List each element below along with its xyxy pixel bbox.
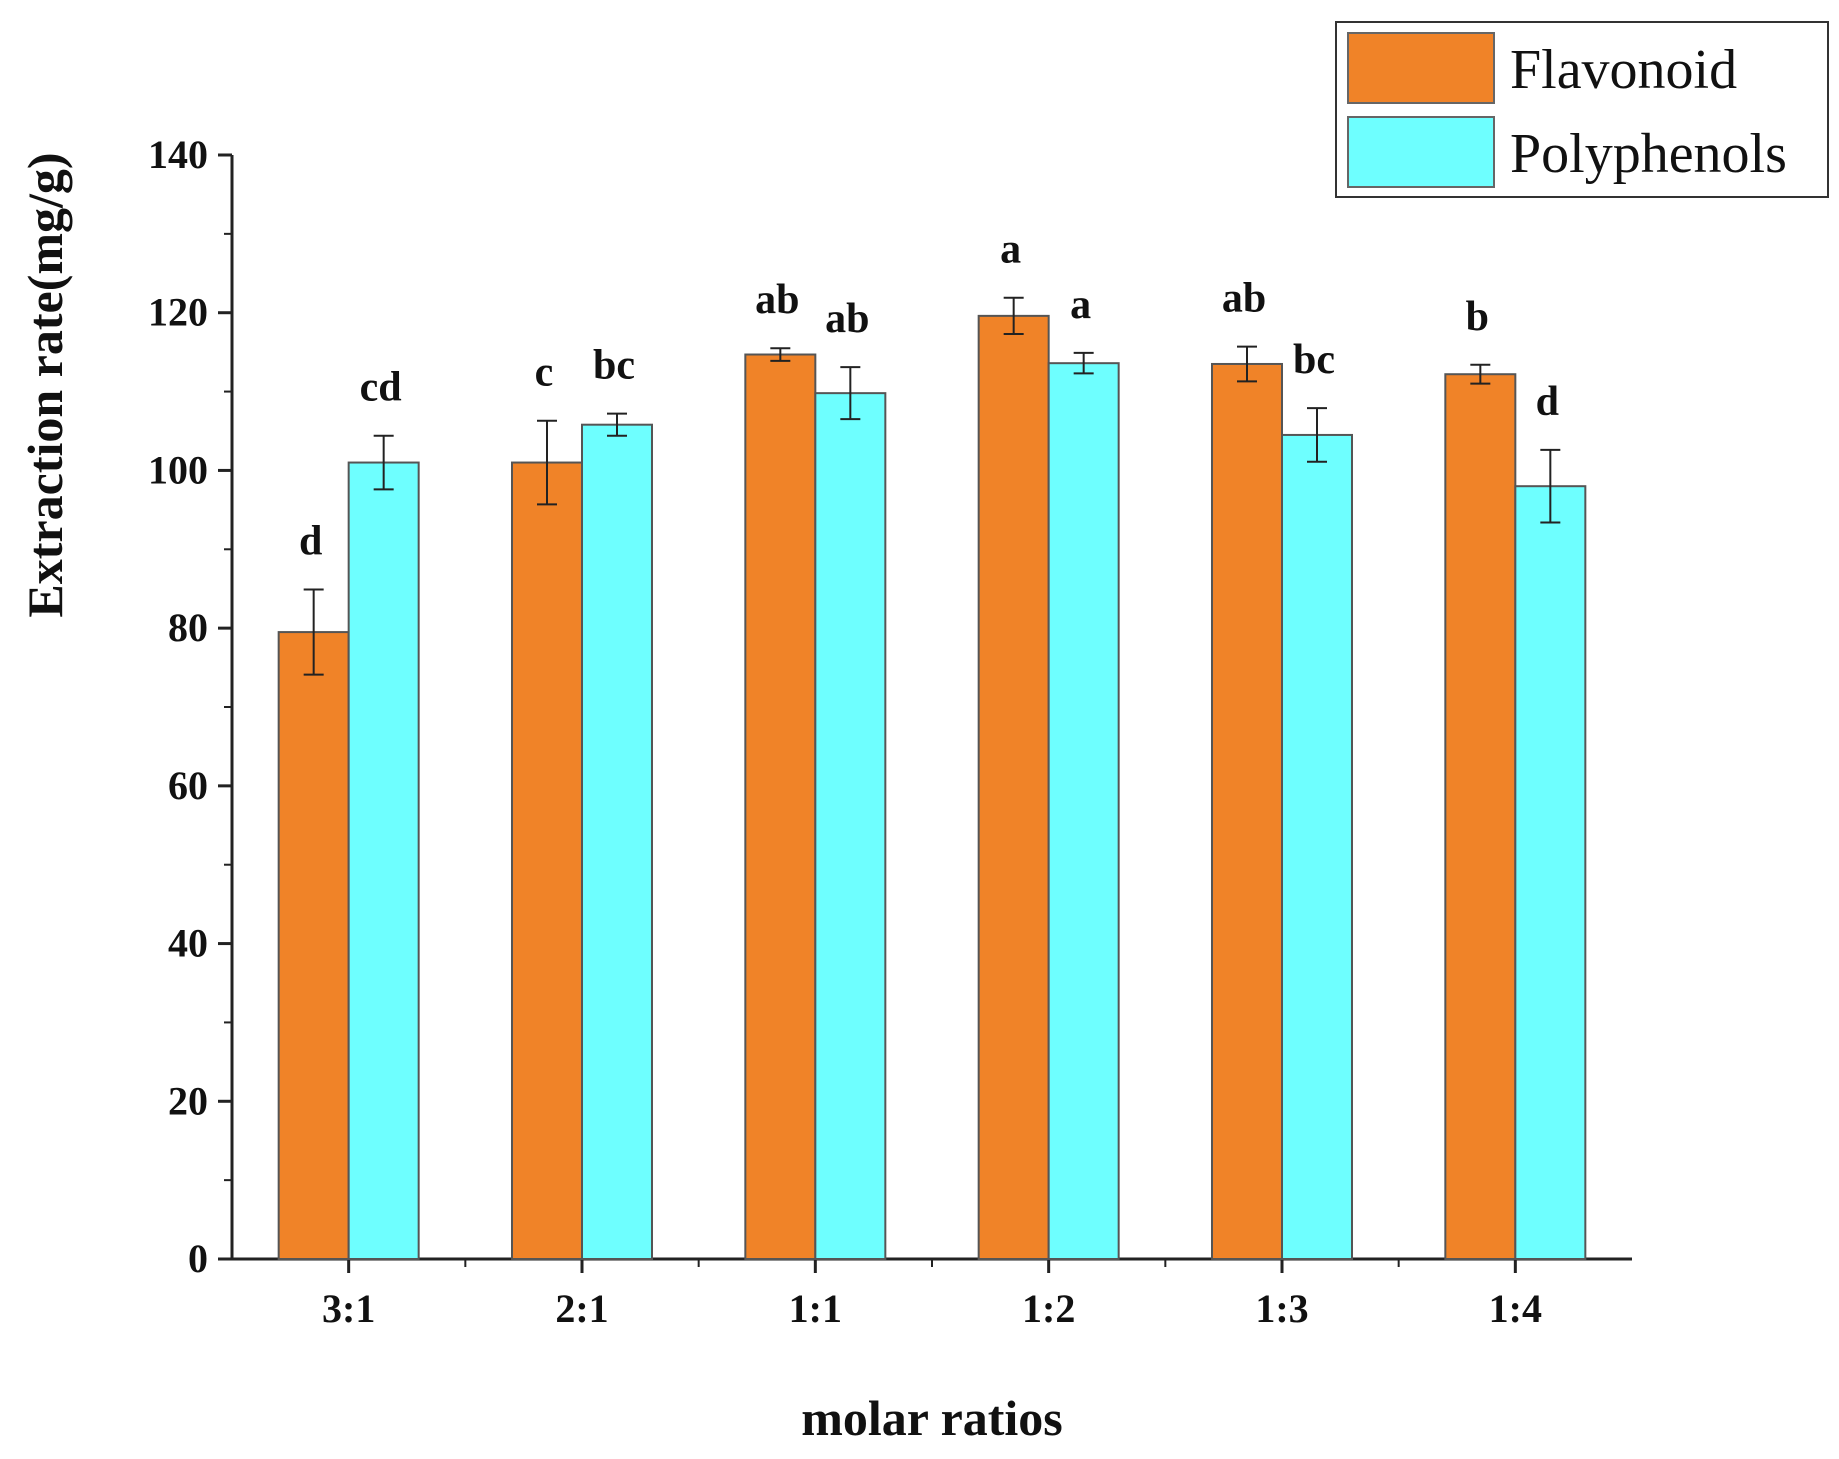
- y-axis-title: Extraction rate(mg/g): [17, 152, 73, 617]
- significance-label-flavonoid: ab: [1222, 276, 1266, 322]
- x-tick-label: 3:1: [322, 1286, 375, 1331]
- x-tick-label: 1:4: [1489, 1286, 1542, 1331]
- axes: 0 20 40 60 80 100 120 140 3:1 2:1 1:1 1:2 1:3 1:4: [148, 132, 1632, 1331]
- x-tick-label: 1:1: [789, 1286, 842, 1331]
- bar-flavonoid-1:4: [1444, 373, 1517, 1261]
- x-axis-title: molar ratios: [801, 1390, 1063, 1446]
- significance-label-polyphenols: cd: [360, 365, 402, 411]
- x-tick-label: 1:3: [1255, 1286, 1308, 1331]
- bar-polyphenols-2:1: [581, 423, 653, 1261]
- bar-polyphenols-1:4: [1514, 485, 1587, 1260]
- bar-flavonoid-1:1: [744, 353, 817, 1261]
- bar-polyphenols-3:1: [347, 461, 420, 1260]
- x-tick-label: 2:1: [555, 1286, 608, 1331]
- bars: [277, 296, 1587, 1261]
- legend-swatch-flavonoid: [1347, 32, 1495, 104]
- significance-label-polyphenols: bc: [1293, 337, 1335, 383]
- y-tick-label: 40: [168, 921, 208, 966]
- legend-label-polyphenols: Polyphenols: [1510, 123, 1787, 185]
- bar-flavonoid-2:1: [511, 461, 583, 1260]
- x-tick-label: 1:2: [1022, 1286, 1075, 1331]
- y-tick-label: 0: [188, 1236, 208, 1281]
- significance-label-flavonoid: c: [535, 350, 554, 396]
- y-tick-label: 100: [148, 447, 208, 492]
- y-tick-label: 60: [168, 763, 208, 808]
- y-tick-label: 80: [168, 605, 208, 650]
- legend-label-flavonoid: Flavonoid: [1510, 39, 1737, 101]
- bar-polyphenols-1:1: [814, 392, 887, 1260]
- legend-swatch-polyphenols: [1347, 116, 1495, 188]
- significance-label-flavonoid: ab: [755, 277, 799, 323]
- bar-flavonoid-3:1: [277, 631, 350, 1260]
- y-tick-label: 140: [148, 132, 208, 177]
- legend: Flavonoid Polyphenols: [1335, 21, 1829, 198]
- bar-flavonoid-1:2: [977, 314, 1050, 1260]
- y-tick-label: 20: [168, 1078, 208, 1123]
- significance-label-polyphenols: a: [1070, 282, 1091, 328]
- bar-flavonoid-1:3: [1211, 362, 1283, 1260]
- significance-label-polyphenols: ab: [825, 296, 869, 342]
- significance-label-flavonoid: a: [1000, 227, 1021, 273]
- significance-label-polyphenols: d: [1536, 379, 1559, 425]
- significance-label-flavonoid: b: [1466, 294, 1489, 340]
- bar-polyphenols-1:2: [1047, 362, 1120, 1260]
- significance-label-polyphenols: bc: [593, 343, 635, 389]
- significance-label-flavonoid: d: [299, 519, 322, 565]
- y-tick-label: 120: [148, 290, 208, 335]
- bar-polyphenols-1:3: [1281, 433, 1353, 1260]
